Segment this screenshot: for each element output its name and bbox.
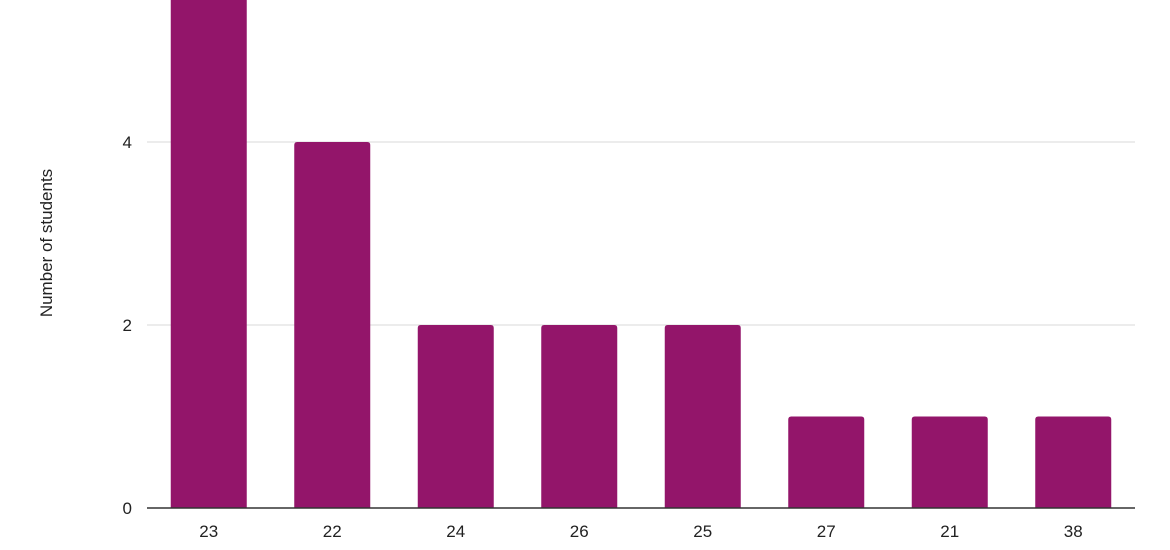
bar-26 bbox=[541, 325, 618, 508]
x-tick-label: 38 bbox=[1064, 522, 1083, 541]
bar-21 bbox=[911, 416, 988, 508]
y-tick-label: 2 bbox=[123, 316, 132, 335]
x-tick-label: 27 bbox=[817, 522, 836, 541]
bars bbox=[170, 0, 1112, 508]
x-tick-label: 24 bbox=[446, 522, 465, 541]
y-tick-label: 0 bbox=[123, 499, 132, 518]
x-tick-labels: 23 22 24 26 25 27 21 38 bbox=[199, 522, 1082, 541]
x-tick-label: 23 bbox=[199, 522, 218, 541]
bar-38 bbox=[1035, 416, 1112, 508]
x-tick-label: 22 bbox=[323, 522, 342, 541]
y-tick-label: 4 bbox=[123, 133, 132, 152]
y-axis-label: Number of students bbox=[37, 169, 56, 317]
x-tick-label: 25 bbox=[693, 522, 712, 541]
bar-27 bbox=[788, 416, 865, 508]
x-tick-label: 26 bbox=[570, 522, 589, 541]
bar-23 bbox=[170, 0, 247, 508]
bar-24 bbox=[417, 325, 494, 508]
y-tick-labels: 0 2 4 bbox=[123, 133, 132, 518]
x-tick-label: 21 bbox=[940, 522, 959, 541]
bar-25 bbox=[664, 325, 741, 508]
bar-22 bbox=[294, 142, 371, 508]
